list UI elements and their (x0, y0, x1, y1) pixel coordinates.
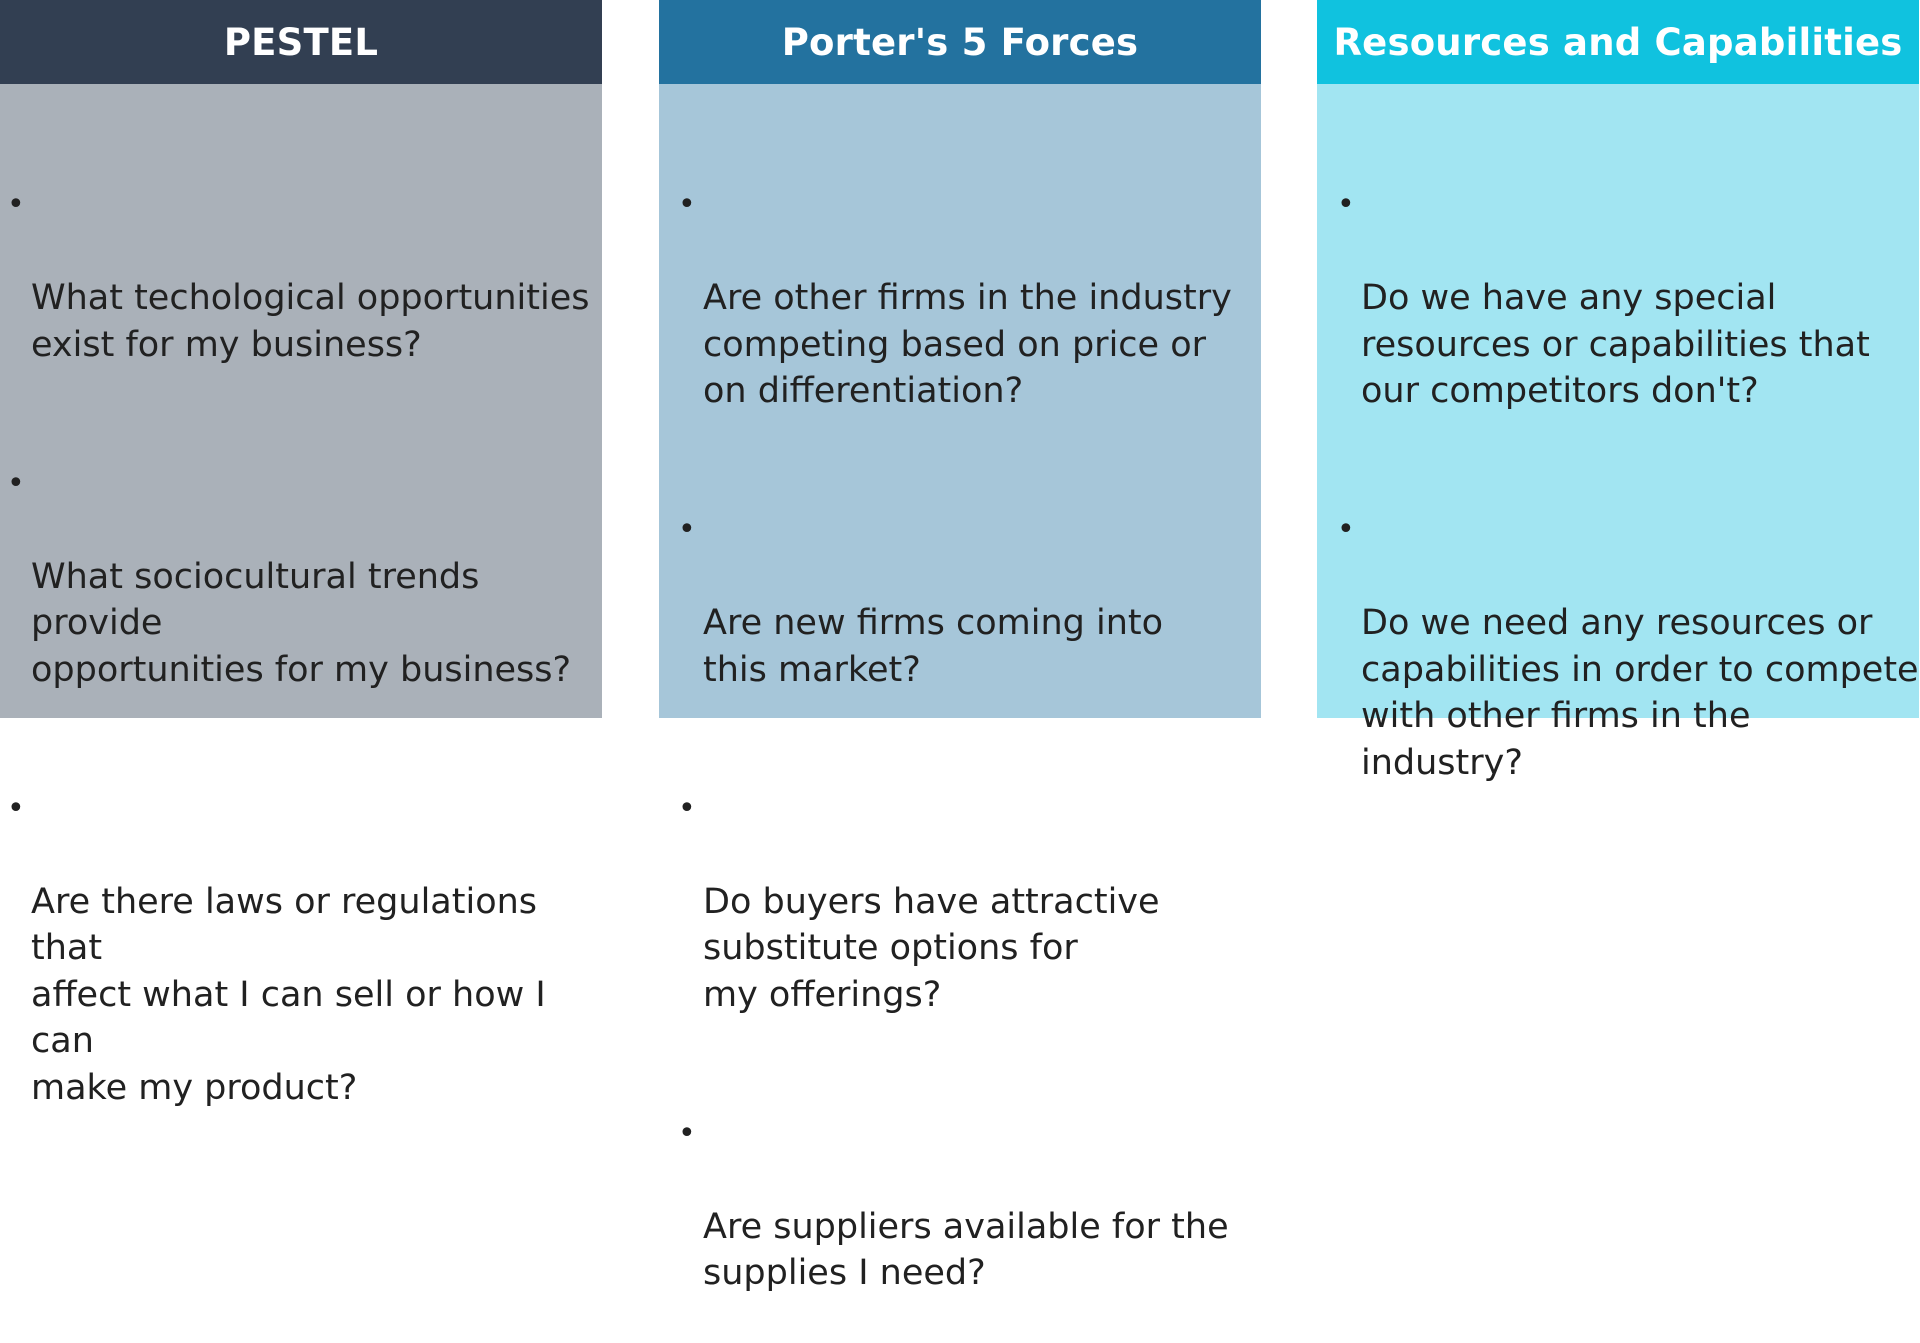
list-item: • What sociocultural trends provide oppo… (0, 461, 602, 740)
question-text: Are suppliers available for the supplies… (703, 1204, 1261, 1297)
pestel-question-list: • What techological opportunities exist … (0, 84, 602, 1158)
question-text: Do we have any special resources or capa… (1361, 275, 1919, 415)
bullet-icon: • (678, 1111, 696, 1158)
pestel-column: PESTEL • What techological opportunities… (0, 0, 602, 718)
bullet-icon: • (1337, 507, 1355, 554)
resources-question-list: • Do we have any special resources or ca… (1317, 84, 1919, 833)
list-item: • Do buyers have attractive substitute o… (659, 786, 1261, 1065)
list-item: • Are suppliers available for the suppli… (659, 1111, 1261, 1343)
bullet-icon: • (1337, 182, 1355, 229)
question-text: Do we need any resources or capabilities… (1361, 600, 1919, 786)
list-item: • Are there laws or regulations that aff… (0, 786, 602, 1158)
bullet-icon: • (678, 182, 696, 229)
porters-five-forces-column: Porter's 5 Forces • Are other firms in t… (659, 0, 1261, 718)
bullet-icon: • (678, 786, 696, 833)
list-item: • Are other firms in the industry compet… (659, 182, 1261, 461)
list-item: • What techological opportunities exist … (0, 182, 602, 415)
bullet-icon: • (678, 507, 696, 554)
question-text: Do buyers have attractive substitute opt… (703, 879, 1261, 1019)
list-item: • Do we have any special resources or ca… (1317, 182, 1919, 461)
pestel-header: PESTEL (0, 0, 602, 84)
question-text: Are other firms in the industry competin… (703, 275, 1261, 415)
bullet-icon: • (7, 182, 25, 229)
bullet-icon: • (7, 786, 25, 833)
bullet-icon: • (7, 461, 25, 508)
porters-five-forces-header: Porter's 5 Forces (659, 0, 1261, 84)
resources-capabilities-header: Resources and Capabilities (1317, 0, 1919, 84)
question-text: What sociocultural trends provide opport… (31, 554, 602, 694)
list-item: • Are new firms coming into this market? (659, 507, 1261, 740)
porters-question-list: • Are other firms in the industry compet… (659, 84, 1261, 1343)
question-text: Are there laws or regulations that affec… (31, 879, 602, 1112)
question-text: What techological opportunities exist fo… (31, 275, 602, 368)
resources-capabilities-column: Resources and Capabilities • Do we have … (1317, 0, 1919, 718)
question-text: Are new firms coming into this market? (703, 600, 1261, 693)
list-item: • Do we need any resources or capabiliti… (1317, 507, 1919, 833)
